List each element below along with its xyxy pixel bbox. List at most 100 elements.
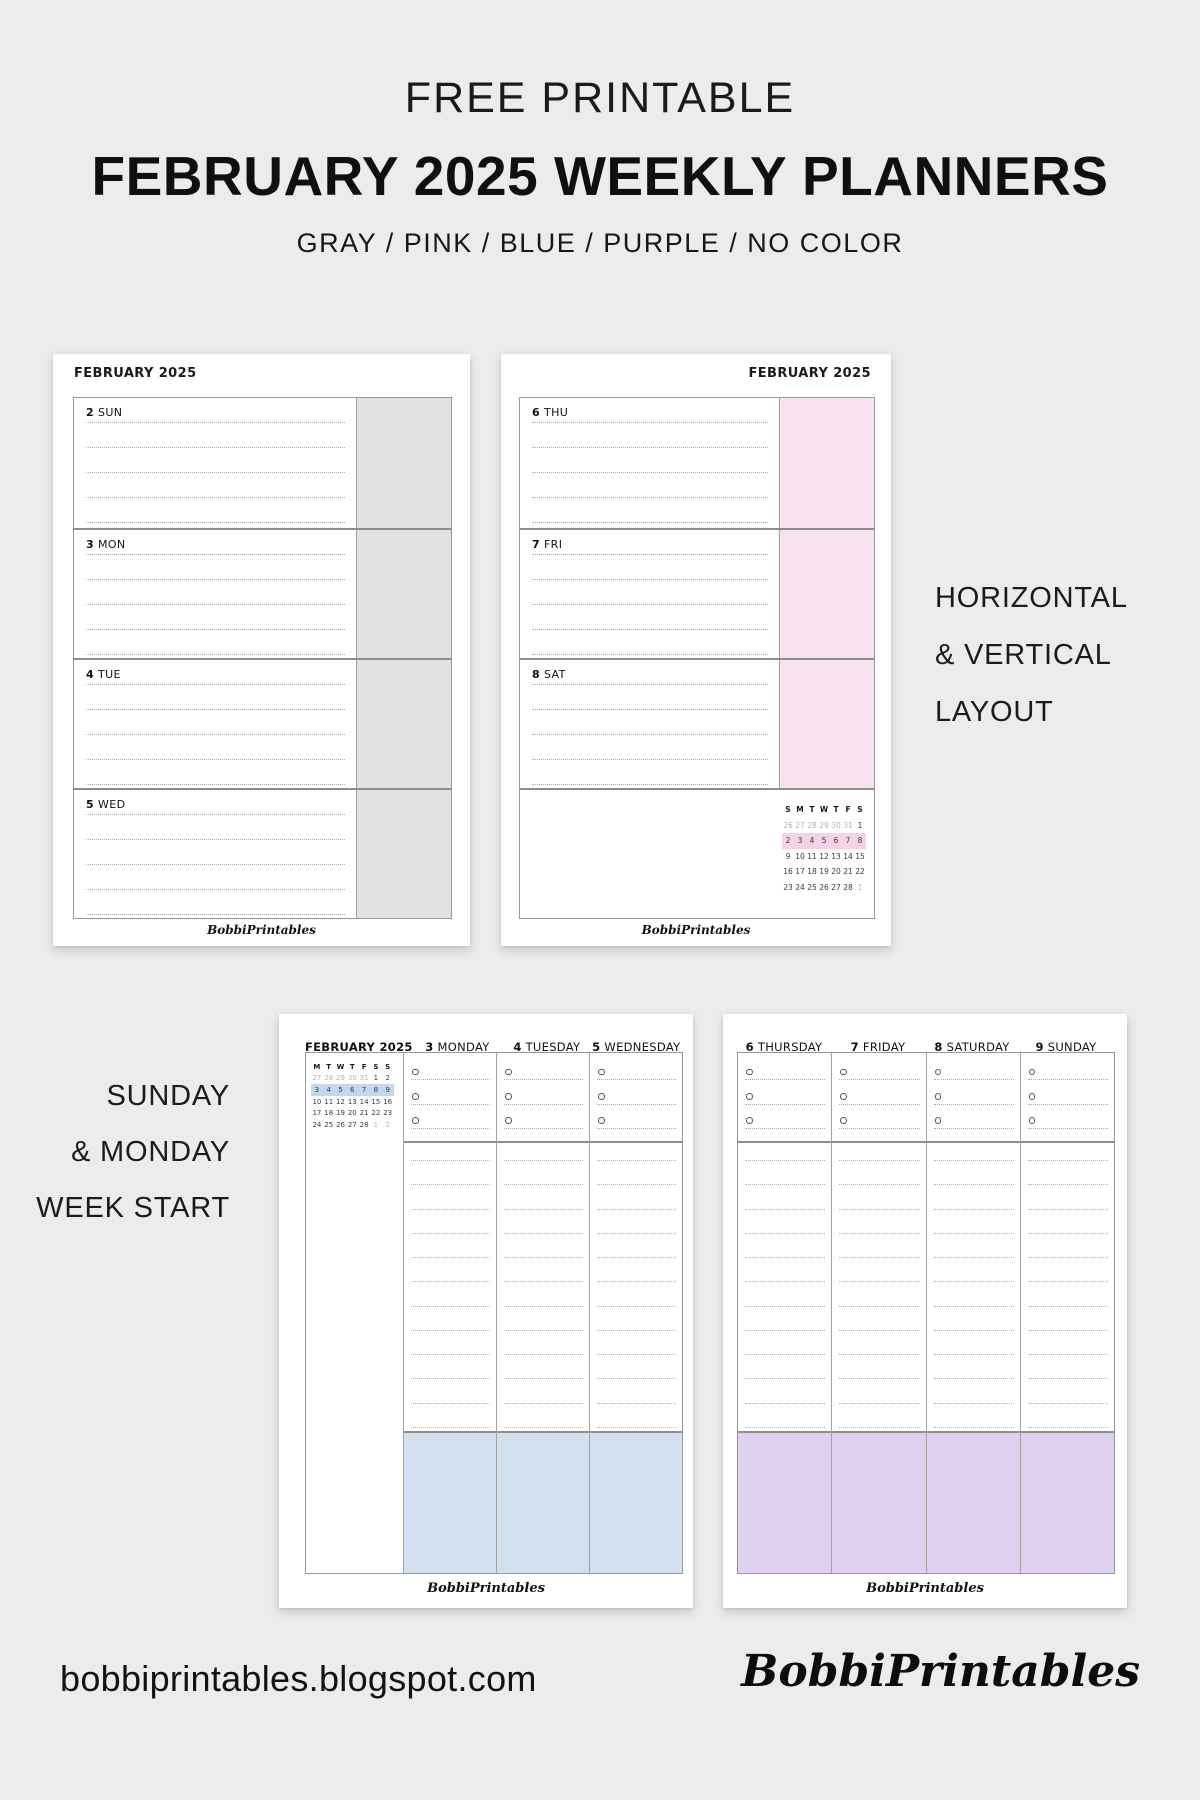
ruled-line	[933, 1355, 1014, 1380]
day-column	[925, 1053, 1020, 1573]
week-grid: 2 SUN 3 MON 4 TUE 5 WED	[73, 397, 452, 919]
color-block	[356, 790, 451, 918]
mini-calendar-day-cell: 17	[312, 1109, 322, 1118]
ruled-line	[1027, 1143, 1108, 1161]
notes-section	[404, 1141, 496, 1433]
mini-calendar-day-cell: 17	[795, 867, 805, 877]
ruled-line	[745, 1143, 826, 1161]
circle-bullet	[934, 1068, 941, 1076]
mini-calendar-header-cell: T	[809, 805, 815, 815]
notes-section	[497, 1141, 589, 1433]
mini-calendar-day-cell: 18	[324, 1109, 334, 1118]
bullet-row	[504, 1080, 583, 1105]
circle-bullet	[598, 1068, 605, 1076]
ruled-line	[839, 1258, 920, 1283]
mini-calendar-day-cell: 28	[359, 1120, 369, 1129]
mini-calendar-header-cell: F	[845, 805, 851, 815]
ruled-line	[1027, 1307, 1108, 1331]
mini-calendar-day-cell: 6	[346, 1084, 359, 1096]
footer-site-url: bobbiprintables.blogspot.com	[60, 1658, 537, 1699]
bullet-row	[839, 1056, 920, 1081]
ruled-line	[745, 1185, 826, 1210]
week-start-caption: SUNDAY & MONDAY WEEK START	[30, 1068, 230, 1236]
ruled-line	[745, 1355, 826, 1380]
mini-calendar: M T W T F S S 27 28 29 30 31 1 2 3 4 5 6 7 8 9 10 11 12 13 14 15 16…	[311, 1061, 403, 1131]
ruled-line	[1027, 1355, 1108, 1380]
appointments-section	[1021, 1053, 1114, 1141]
mini-calendar-day-cell: 1	[857, 820, 863, 830]
planner-card-gray-horizontal: FEBRUARY 2025 2 SUN 3 MON 4 TUE 5 WED Bobbi…	[53, 354, 470, 946]
month-label: FEBRUARY 2025	[74, 366, 197, 381]
circle-bullet	[840, 1093, 847, 1100]
bullet-row	[933, 1080, 1014, 1105]
mini-calendar-day-cell: 19	[336, 1109, 345, 1118]
mini-calendar-day-cell: 13	[347, 1097, 357, 1106]
mini-calendar-header-cell: S	[785, 805, 791, 815]
circle-bullet	[412, 1093, 419, 1100]
day-column	[1019, 1053, 1114, 1573]
mini-calendar-day-cell: 9	[785, 851, 791, 861]
ruled-line	[86, 839, 345, 840]
ruled-line	[86, 914, 345, 915]
ruled-line	[1027, 1185, 1108, 1210]
circle-bullet	[934, 1117, 941, 1124]
ruled-line	[411, 1282, 490, 1307]
circle-bullet	[934, 1093, 941, 1100]
bullet-row	[839, 1080, 920, 1105]
color-block	[738, 1433, 832, 1573]
mini-calendar-day-cell: 23	[383, 1109, 393, 1118]
mini-calendar-day-cell: 28	[843, 882, 853, 892]
circle-bullet	[598, 1093, 605, 1100]
ruled-line	[86, 654, 345, 655]
ruled-line	[532, 759, 768, 760]
ruled-line	[504, 1210, 583, 1234]
day-rows: 6 THU 7 FRI 8 SAT	[520, 398, 874, 788]
week-start-caption-line: & MONDAY	[71, 1136, 230, 1168]
ruled-line	[532, 554, 768, 555]
ruled-line	[839, 1307, 920, 1331]
mini-calendar-day-cell: 22	[371, 1109, 381, 1118]
ruled-line	[1027, 1258, 1108, 1283]
ruled-line	[504, 1404, 583, 1428]
mini-calendar-day-cell: 14	[359, 1097, 369, 1106]
color-block	[356, 530, 451, 658]
mini-calendar-day-cell: 26	[783, 820, 793, 830]
ruled-line	[532, 629, 768, 630]
ruled-line	[504, 1258, 583, 1283]
color-block	[779, 530, 874, 658]
ruled-line	[839, 1234, 920, 1259]
mini-calendar-day-cell: 25	[807, 882, 817, 892]
ruled-line	[933, 1185, 1014, 1210]
ruled-line	[86, 554, 345, 555]
mini-calendar-day-cell: 3	[311, 1084, 323, 1096]
bullet-row	[745, 1105, 826, 1129]
appointments-section	[927, 1053, 1020, 1141]
color-block	[832, 1433, 926, 1573]
appointments-section	[404, 1053, 496, 1141]
ruled-line	[597, 1210, 676, 1234]
ruled-line	[86, 814, 345, 815]
day-rows: 2 SUN 3 MON 4 TUE 5 WED	[74, 398, 451, 918]
color-block	[1020, 1433, 1114, 1573]
day-column	[738, 1053, 832, 1573]
ruled-line	[933, 1258, 1014, 1283]
ruled-line	[1027, 1282, 1108, 1307]
mini-calendar-day-cell: 14	[843, 851, 853, 861]
notes-section	[832, 1141, 926, 1433]
week-grid: 6 THU 7 FRI 8 SAT S M T W T F S 26 27 28 29 30 31 1 2 3 4 5…	[519, 397, 875, 919]
circle-bullet	[1028, 1093, 1036, 1100]
mini-calendar-day-cell: 24	[795, 882, 805, 892]
bullet-row	[597, 1056, 676, 1081]
color-block	[497, 1433, 589, 1573]
ruled-line	[745, 1331, 826, 1356]
ruled-line	[532, 472, 768, 473]
ruled-line	[86, 629, 345, 630]
bullet-row	[933, 1105, 1014, 1129]
ruled-line	[86, 759, 345, 760]
ruled-line	[532, 522, 768, 523]
appointments-section	[738, 1053, 831, 1141]
circle-bullet	[746, 1068, 753, 1076]
ruled-line	[504, 1161, 583, 1186]
ruled-line	[597, 1379, 676, 1404]
